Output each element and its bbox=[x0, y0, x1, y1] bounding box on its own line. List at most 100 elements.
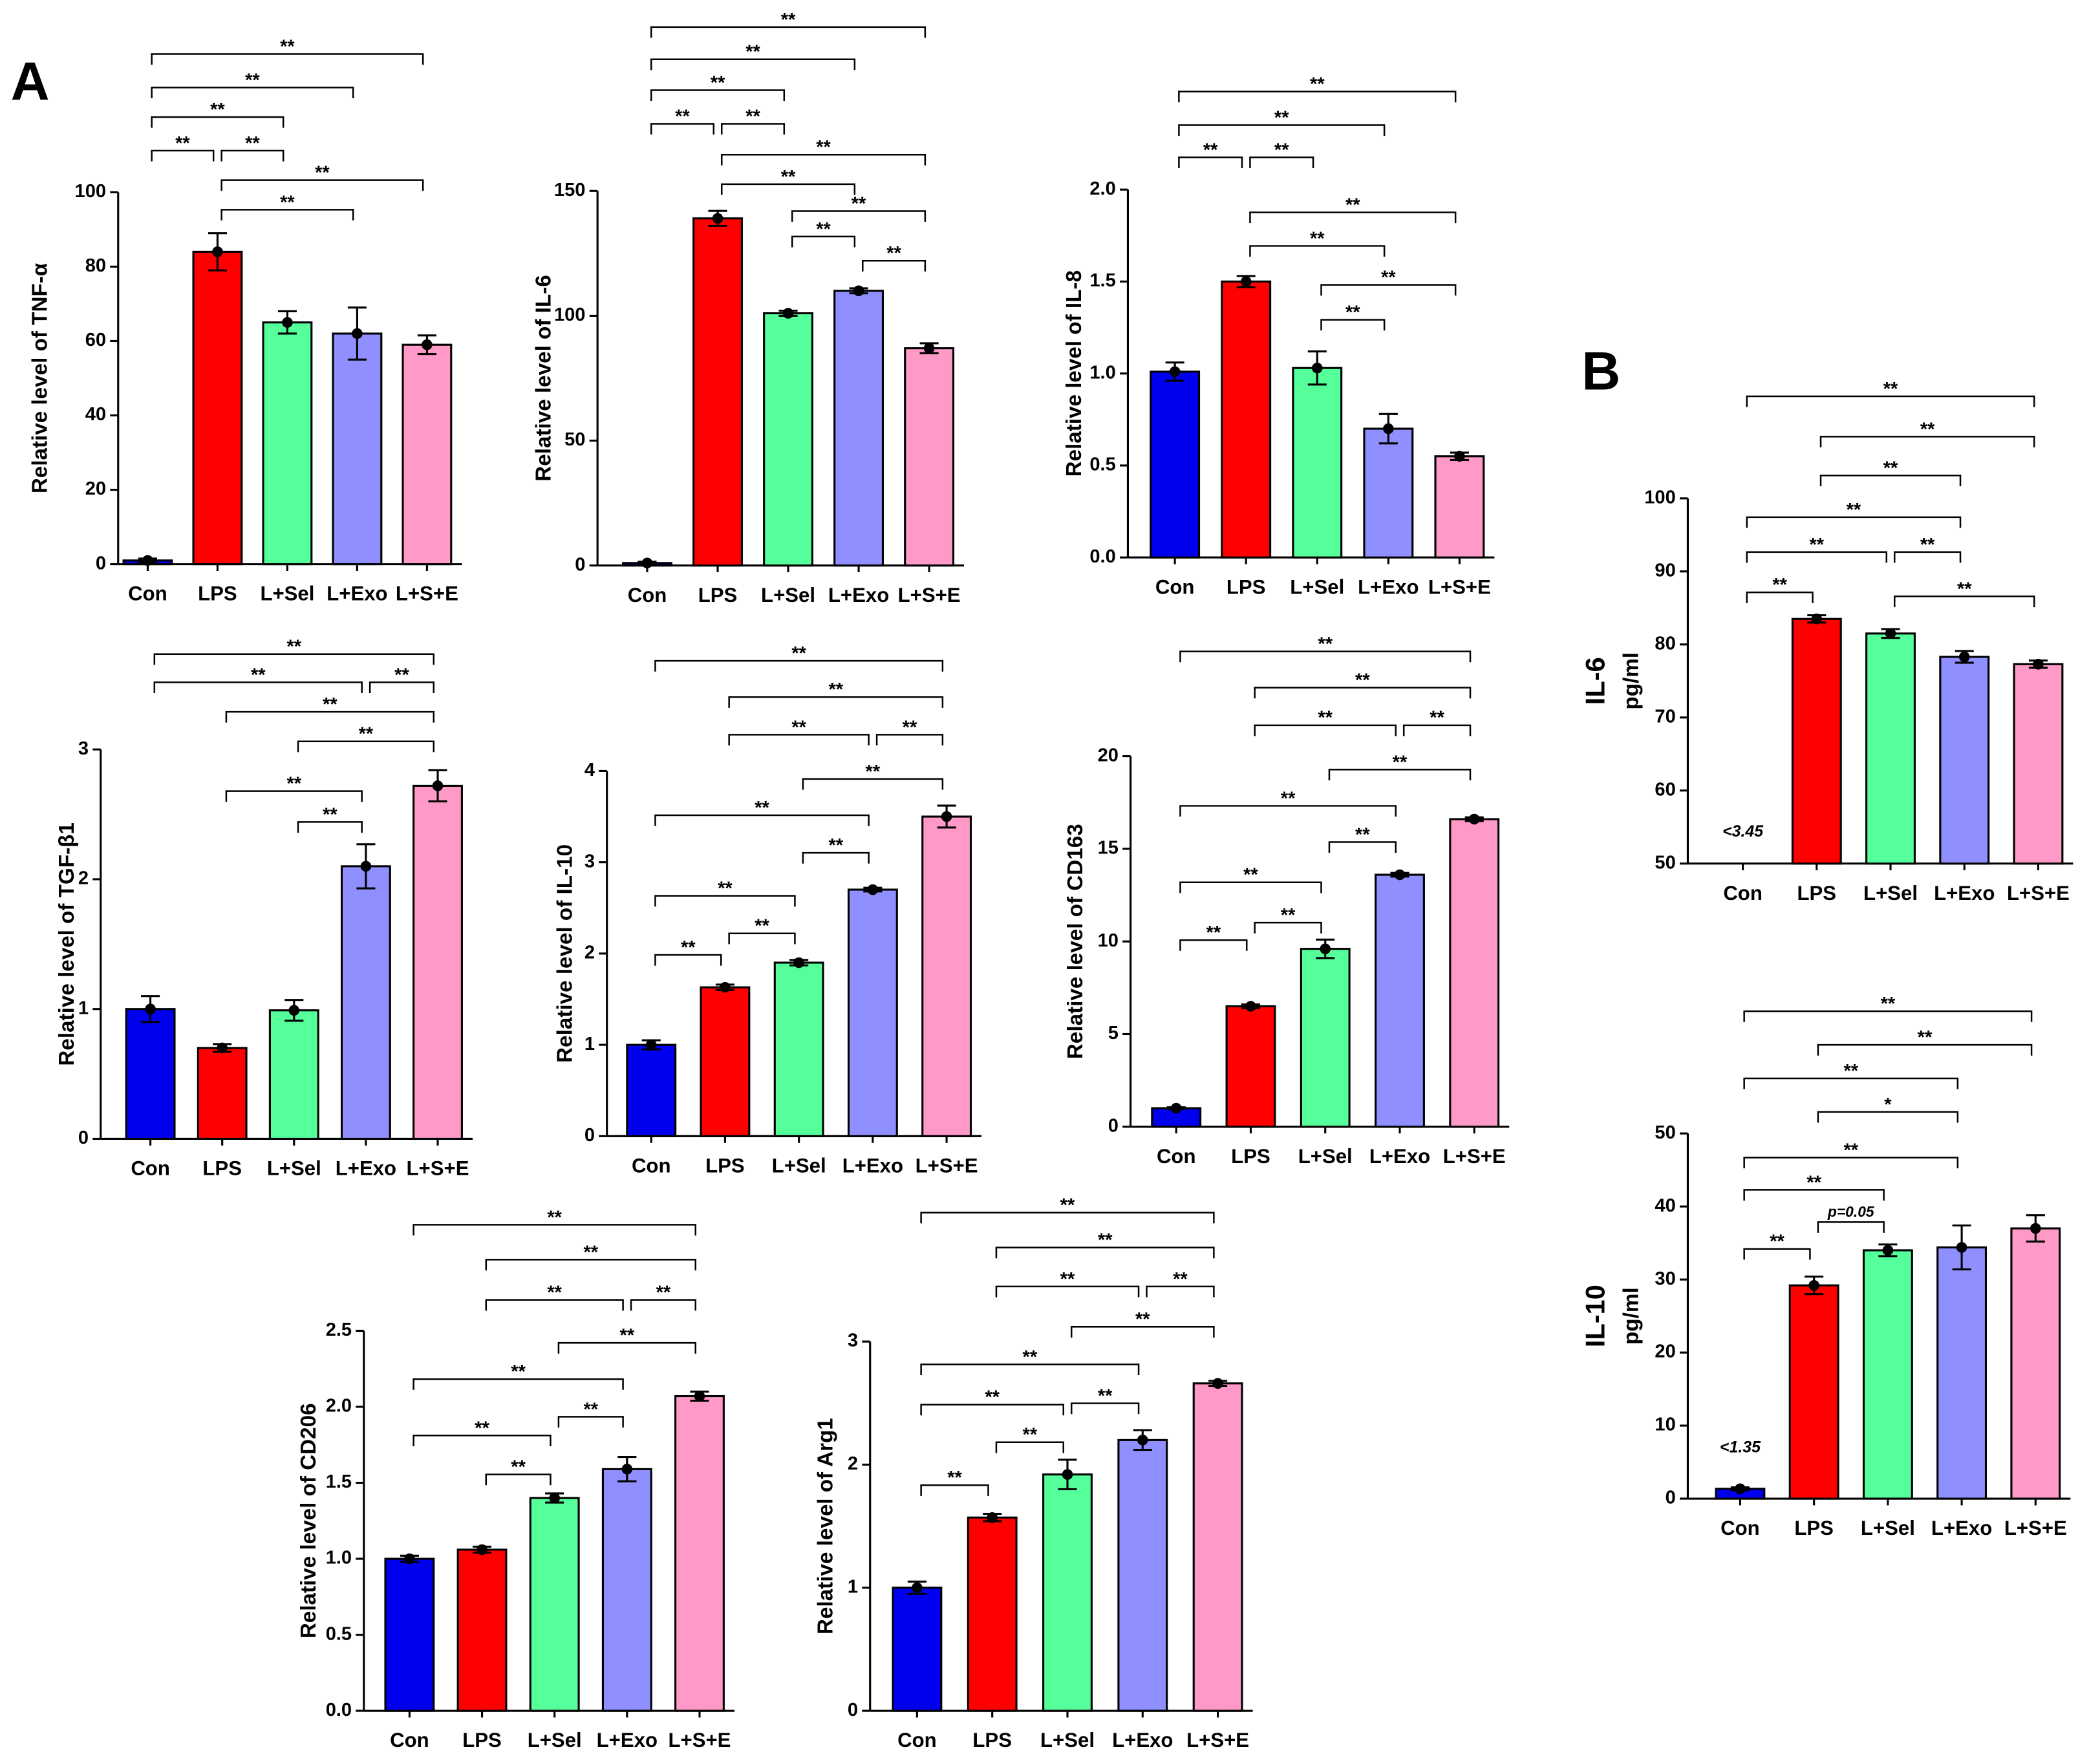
bar bbox=[700, 986, 751, 1137]
significance-bracket bbox=[151, 87, 354, 98]
x-tick-label: LPS bbox=[1227, 575, 1266, 598]
x-tick-label: L+S+E bbox=[916, 1154, 978, 1177]
x-tick-label: Con bbox=[1155, 575, 1195, 598]
significance-label: ** bbox=[1206, 923, 1221, 943]
significance-label: ** bbox=[711, 72, 725, 93]
bar bbox=[1791, 617, 1842, 865]
significance-bracket bbox=[920, 1364, 1140, 1375]
bar bbox=[1936, 1246, 1988, 1500]
y-tick-label: 1 bbox=[848, 1576, 858, 1597]
x-tick-label: L+Sel bbox=[260, 583, 314, 605]
bar bbox=[1292, 367, 1343, 559]
x-tick-label: LPS bbox=[462, 1729, 502, 1751]
significance-label: ** bbox=[547, 1283, 562, 1303]
significance-bracket bbox=[1320, 319, 1386, 331]
mean-dot bbox=[1885, 628, 1896, 639]
significance-bracket bbox=[485, 1259, 696, 1270]
y-tick-label: 2.5 bbox=[326, 1320, 352, 1340]
significance-label: ** bbox=[1173, 1269, 1188, 1290]
mean-dot bbox=[1808, 1279, 1819, 1291]
bar bbox=[1300, 948, 1351, 1128]
bar bbox=[268, 1009, 319, 1140]
y-tick-label: 100 bbox=[1644, 487, 1675, 508]
significance-bracket bbox=[802, 851, 870, 864]
significance-bracket bbox=[654, 895, 796, 907]
x-tick-label: LPS bbox=[972, 1729, 1012, 1751]
y-tick-label: 0 bbox=[1666, 1488, 1676, 1508]
bar bbox=[412, 784, 463, 1140]
y-tick-label: 0.5 bbox=[326, 1623, 352, 1644]
significance-bracket bbox=[151, 53, 424, 65]
bar bbox=[197, 1047, 248, 1140]
mean-dot bbox=[477, 1544, 488, 1556]
significance-bracket bbox=[220, 209, 354, 220]
bar bbox=[692, 217, 743, 567]
significance-label: ** bbox=[886, 243, 901, 264]
significance-bracket bbox=[1254, 687, 1472, 699]
mean-dot bbox=[1958, 651, 1970, 663]
x-tick-label: Con bbox=[1720, 1517, 1760, 1539]
significance-bracket bbox=[220, 149, 284, 162]
significance-bracket bbox=[151, 149, 215, 162]
y-axis-label: IL-10 bbox=[1580, 1285, 1611, 1347]
significance-label: ** bbox=[781, 167, 796, 187]
mean-dot bbox=[2033, 659, 2044, 670]
x-tick-label: L+Sel bbox=[267, 1157, 321, 1180]
x-tick-label: L+S+E bbox=[2007, 882, 2070, 904]
mean-dot bbox=[923, 343, 935, 354]
significance-label: ** bbox=[323, 694, 338, 715]
x-tick-label: L+Exo bbox=[1358, 575, 1419, 598]
bar bbox=[1865, 632, 1916, 865]
significance-bracket bbox=[802, 778, 944, 790]
significance-label: ** bbox=[745, 42, 760, 63]
significance-label: ** bbox=[280, 36, 295, 57]
significance-bracket bbox=[654, 954, 722, 966]
mean-dot bbox=[1320, 943, 1331, 954]
x-tick-label: L+Exo bbox=[327, 583, 387, 605]
x-tick-label: Con bbox=[628, 584, 667, 606]
significance-label: ** bbox=[985, 1387, 1000, 1408]
x-tick-label: L+S+E bbox=[1428, 575, 1491, 598]
y-tick-label: 0 bbox=[848, 1700, 858, 1720]
mean-dot bbox=[641, 557, 653, 569]
chart-panel: 50 60 70 80 90 100 Con LPS L+Sel L+Exo L+S+E ** ** **… bbox=[1580, 379, 2073, 904]
significance-label: ** bbox=[1310, 228, 1325, 249]
significance-label: ** bbox=[1355, 670, 1370, 691]
bar bbox=[1788, 1284, 1839, 1500]
bar bbox=[192, 250, 243, 566]
y-axis-label: Relative level of IL-10 bbox=[553, 844, 577, 1063]
x-tick-label: L+Sel bbox=[761, 584, 815, 606]
y-tick-label: 0 bbox=[78, 1128, 89, 1148]
significance-label: ** bbox=[816, 137, 831, 158]
y-tick-label: 20 bbox=[1655, 1342, 1675, 1362]
bar bbox=[340, 865, 391, 1140]
y-tick-label: 2.0 bbox=[326, 1396, 352, 1417]
bar bbox=[1042, 1473, 1093, 1712]
mean-dot bbox=[941, 811, 952, 822]
significance-bracket bbox=[995, 1441, 1065, 1453]
significance-label: ** bbox=[210, 100, 225, 120]
x-tick-label: L+S+E bbox=[2004, 1517, 2067, 1539]
y-tick-label: 50 bbox=[1655, 1122, 1675, 1143]
bar bbox=[2010, 1227, 2061, 1500]
significance-label: ** bbox=[620, 1325, 635, 1346]
significance-bracket bbox=[650, 89, 786, 102]
mean-dot bbox=[720, 981, 731, 993]
significance-bracket bbox=[1179, 805, 1397, 817]
mean-dot bbox=[1468, 813, 1480, 825]
significance-bracket bbox=[151, 116, 284, 128]
significance-bracket bbox=[297, 821, 363, 833]
significance-label: ** bbox=[1883, 458, 1898, 478]
significance-bracket bbox=[875, 734, 944, 745]
significance-label: ** bbox=[1345, 195, 1360, 215]
x-tick-label: LPS bbox=[698, 584, 738, 606]
mean-dot bbox=[549, 1492, 560, 1504]
significance-bracket bbox=[1743, 1077, 1959, 1089]
significance-bracket bbox=[1746, 516, 1962, 528]
mean-dot bbox=[1170, 1102, 1182, 1114]
bar bbox=[904, 347, 955, 567]
significance-label: p=0.05 bbox=[1827, 1203, 1874, 1220]
significance-label: ** bbox=[394, 665, 409, 685]
bar bbox=[1221, 280, 1272, 559]
x-tick-label: LPS bbox=[1231, 1145, 1270, 1168]
